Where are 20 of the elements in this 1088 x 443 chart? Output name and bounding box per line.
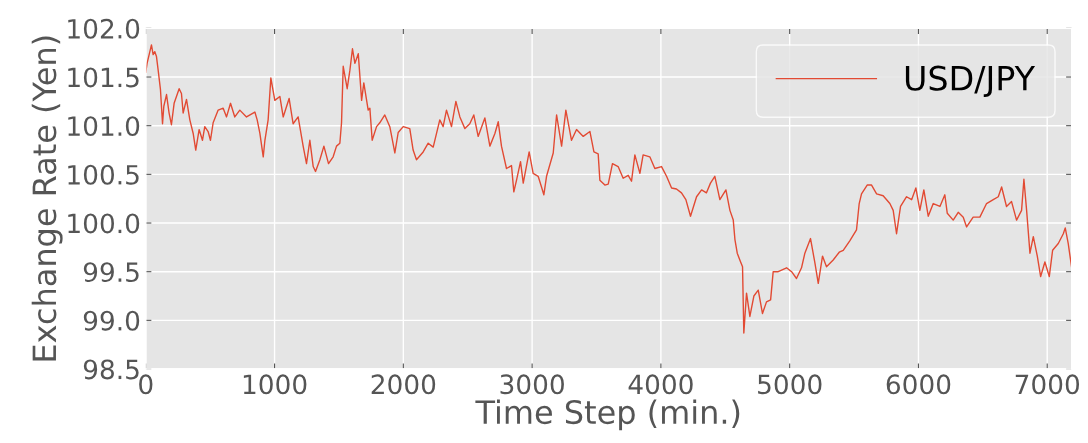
line-series bbox=[145, 44, 1072, 334]
x-tick-label: 2000 bbox=[371, 374, 436, 395]
y-tick-label: 102.0 bbox=[68, 18, 140, 39]
y-tick-label: 101.0 bbox=[68, 116, 140, 137]
y-tick-label: 100.5 bbox=[68, 164, 139, 185]
x-tick-label: 4000 bbox=[628, 374, 693, 395]
x-tick-label: 7000 bbox=[1015, 374, 1080, 395]
x-tick-label: 1000 bbox=[243, 374, 307, 395]
x-tick-label: 3000 bbox=[500, 374, 564, 395]
legend-label: USD/JPY bbox=[905, 65, 1036, 98]
y-tick-label: 100.0 bbox=[68, 213, 140, 234]
y-tick-label: 99.0 bbox=[83, 310, 140, 331]
x-axis-title: Time Step (min.) bbox=[475, 399, 740, 431]
x-tick-label: 6000 bbox=[886, 374, 951, 395]
y-tick-label: 99.5 bbox=[83, 262, 139, 283]
y-tick-label: 101.5 bbox=[68, 67, 139, 88]
x-tick-label: 0 bbox=[139, 374, 153, 395]
x-tick-label: 5000 bbox=[758, 374, 822, 395]
y-tick-label: 98.5 bbox=[83, 359, 139, 380]
y-axis-title: Exchange Rate (Yen) bbox=[31, 36, 63, 361]
